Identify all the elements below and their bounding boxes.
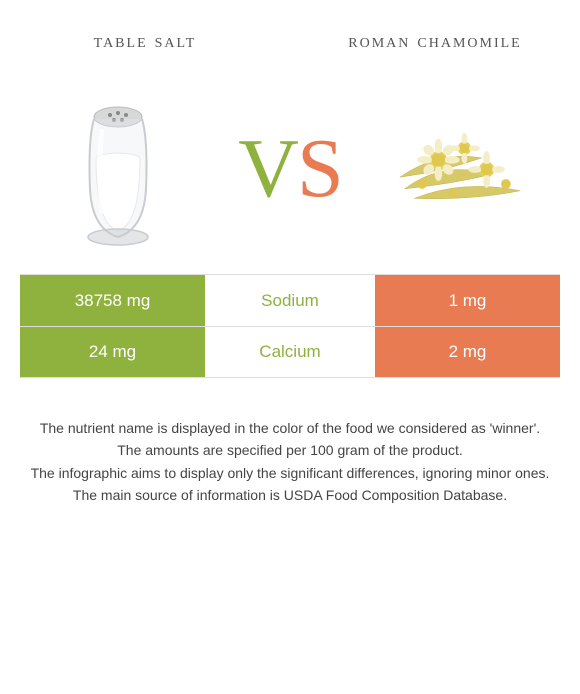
cell-left-value: 24 mg	[20, 327, 205, 377]
title-right: roman chamomile	[290, 28, 580, 54]
note-line: The main source of information is USDA F…	[20, 485, 560, 505]
table-row: 38758 mg Sodium 1 mg	[20, 274, 560, 326]
note-line: The infographic aims to display only the…	[20, 463, 560, 483]
cell-right-value: 1 mg	[375, 275, 560, 326]
vs-s: S	[297, 127, 342, 211]
note-line: The amounts are specified per 100 gram o…	[20, 440, 560, 460]
images-row: VS	[0, 64, 580, 274]
table-row: 24 mg Calcium 2 mg	[20, 326, 560, 378]
comparison-table: 38758 mg Sodium 1 mg 24 mg Calcium 2 mg	[20, 274, 560, 378]
cell-nutrient: Sodium	[205, 275, 375, 326]
image-right	[385, 84, 540, 254]
chamomile-icon	[385, 102, 540, 237]
vs-v: V	[238, 127, 297, 211]
title-left: table salt	[0, 28, 290, 54]
cell-right-value: 2 mg	[375, 327, 560, 377]
cell-left-value: 38758 mg	[20, 275, 205, 326]
note-line: The nutrient name is displayed in the co…	[20, 418, 560, 438]
cell-nutrient: Calcium	[205, 327, 375, 377]
vs-label: VS	[238, 127, 341, 211]
footnotes: The nutrient name is displayed in the co…	[20, 418, 560, 505]
header-row: table salt roman chamomile	[0, 0, 580, 54]
salt-shaker-icon	[58, 89, 178, 249]
image-left	[40, 84, 195, 254]
